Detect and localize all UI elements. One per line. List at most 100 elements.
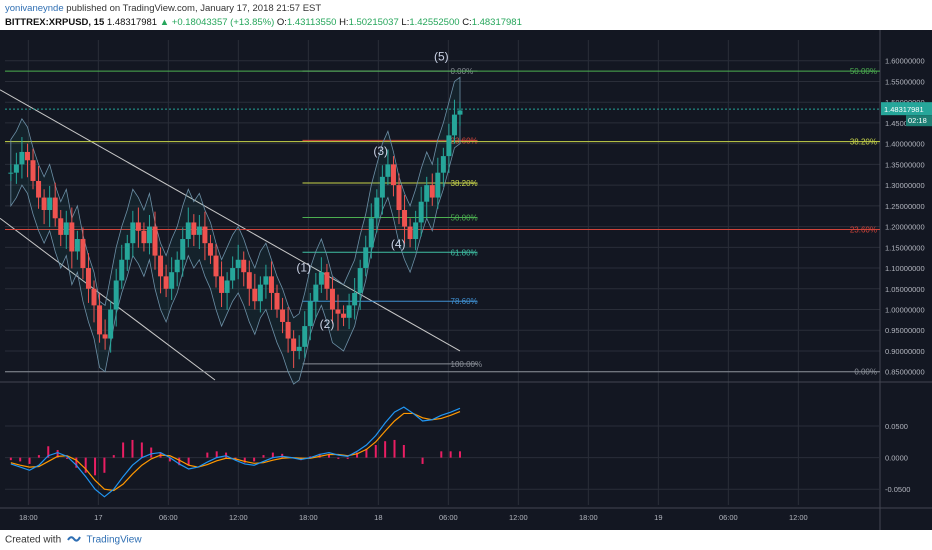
candle-body [219, 276, 225, 293]
candle-body [296, 346, 302, 351]
candle-body [352, 292, 358, 306]
wave-label: (5) [434, 50, 449, 64]
candle-body [97, 305, 103, 335]
candle-body [418, 201, 424, 223]
price-tick-label: 0.95000000 [885, 326, 925, 335]
candle-body [185, 222, 191, 240]
candle-body [252, 288, 258, 302]
macd-signal-line [10, 410, 461, 492]
candle-body [58, 218, 64, 235]
candle-body [202, 226, 208, 244]
candle-body [451, 114, 457, 136]
close-value: 1.48317981 [471, 17, 522, 28]
candle-body [257, 284, 263, 302]
candle-body [357, 268, 363, 293]
ohlc-legend: BITTREX:XRPUSD, 15 1.48317981 ▲ +0.18043… [5, 17, 522, 28]
candle-body [196, 226, 202, 235]
tradingview-brand[interactable]: TradingView [86, 534, 142, 546]
macd-tick-label: -0.0500 [885, 485, 910, 494]
candle-body [291, 338, 297, 351]
price-tick-label: 0.90000000 [885, 347, 925, 356]
tradingview-logo-icon [67, 534, 81, 546]
time-tick-label: 17 [94, 513, 102, 522]
high-value: 1.50215037 [348, 17, 399, 28]
low-value: 1.42552500 [409, 17, 460, 28]
candle-body [8, 172, 14, 174]
candle-body [207, 243, 213, 256]
candle-body [407, 226, 413, 240]
candle-body [318, 272, 324, 285]
price-tick-label: 1.10000000 [885, 264, 925, 273]
candle-body [374, 197, 380, 219]
author-link[interactable]: yonivaneynde [5, 3, 64, 14]
candle-body [69, 222, 75, 252]
channel-lower-line [0, 217, 216, 381]
footer: Created with TradingView [0, 530, 932, 550]
time-tick-label: 18 [374, 513, 382, 522]
price-tick-label: 1.25000000 [885, 202, 925, 211]
fib-level-label: 0.00% [451, 67, 474, 76]
wave-label: (4) [391, 237, 406, 251]
fib-level-label: 23.60% [451, 136, 478, 145]
candle-body [268, 276, 274, 293]
created-with-text: Created with [5, 534, 62, 546]
created-with: Created with TradingView [5, 534, 142, 546]
time-tick-label: 18:00 [299, 513, 318, 522]
time-tick-label: 12:00 [229, 513, 248, 522]
chart-background [0, 30, 932, 530]
time-tick-label: 12:00 [789, 513, 808, 522]
candle-body [113, 280, 119, 310]
candle-body [379, 176, 385, 198]
candle-body [263, 276, 269, 285]
candle-body [91, 288, 97, 306]
publish-info: yonivaneynde published on TradingView.co… [5, 3, 321, 14]
candle-body [413, 222, 419, 240]
candle-body [341, 313, 347, 318]
fib-level-label: 50.00% [850, 67, 877, 76]
candle-body [191, 222, 197, 235]
time-tick-label: 19 [654, 513, 662, 522]
wave-label: (3) [373, 144, 388, 158]
candle-body [396, 185, 402, 210]
countdown-tag-label: 02:18 [908, 116, 927, 125]
open-value: 1.43113550 [286, 17, 337, 28]
candle-body [52, 197, 58, 219]
price-tick-label: 1.55000000 [885, 77, 925, 86]
low-label: L: [401, 17, 410, 28]
candle-body [158, 255, 164, 277]
last-price: 1.48317981 [106, 17, 158, 28]
candle-body [19, 151, 25, 165]
macd-line [10, 406, 461, 498]
chart-area[interactable]: 1.600000001.550000001.500000001.45000000… [0, 30, 932, 530]
candle-body [152, 226, 158, 256]
chart-svg[interactable]: 1.600000001.550000001.500000001.45000000… [0, 30, 932, 530]
candle-body [385, 164, 391, 177]
wave-label: (1) [296, 260, 311, 274]
candle-body [313, 284, 319, 302]
fib-level-label: 100.00% [451, 360, 483, 369]
candle-body [307, 301, 313, 327]
countdown-tag [906, 115, 932, 127]
candle-body [390, 164, 396, 186]
candle-body [85, 268, 91, 289]
last-price-tag-label: 1.48317981 [884, 105, 924, 114]
candle-body [30, 160, 36, 181]
candle-body [429, 185, 435, 198]
candle-body [163, 276, 169, 289]
time-tick-label: 12:00 [509, 513, 528, 522]
time-tick-label: 06:00 [719, 513, 738, 522]
macd-tick-label: 0.0000 [885, 454, 908, 463]
candle-body [41, 197, 47, 210]
candle-body [135, 222, 141, 231]
candle-body [119, 259, 125, 281]
channel-upper-line [0, 89, 461, 352]
candle-body [324, 272, 330, 289]
price-tick-label: 0.85000000 [885, 368, 925, 377]
candle-body [224, 280, 230, 293]
candle-body [335, 309, 341, 314]
candle-body [274, 292, 280, 310]
price-change: ▲ +0.18043357 (+13.85%) [159, 17, 275, 28]
candle-body [363, 247, 369, 269]
fib-level-label: 38.20% [850, 138, 877, 147]
candle-body [280, 309, 286, 322]
